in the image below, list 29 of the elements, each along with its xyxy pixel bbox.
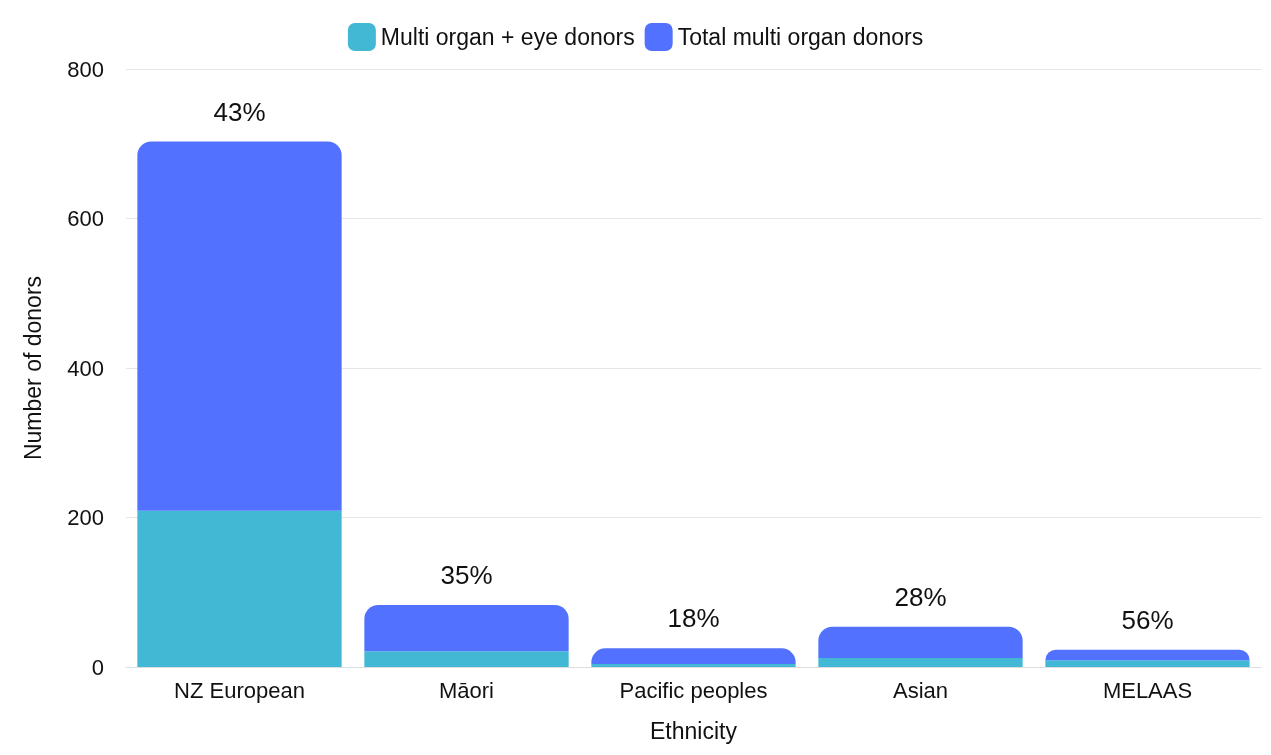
annotation: 43% — [213, 96, 266, 127]
bar — [364, 651, 569, 667]
y-tick-label: 200 — [67, 505, 104, 530]
y-tick-label: 0 — [91, 654, 104, 680]
bar — [1045, 649, 1250, 661]
annotation: 18% — [667, 603, 720, 634]
x-axis-title: Ethnicity — [650, 717, 738, 744]
bar — [591, 648, 796, 665]
annotation: 28% — [894, 581, 947, 612]
bar — [137, 141, 342, 511]
bar — [818, 626, 1023, 659]
x-tick-label: Pacific peoples — [619, 677, 768, 703]
bar — [364, 604, 569, 652]
x-tick-label: Māori — [438, 677, 495, 703]
y-tick-label: 800 — [67, 56, 104, 82]
bar — [137, 510, 342, 667]
legend-label: Total multi organ donors — [677, 24, 924, 50]
y-tick-label: 600 — [67, 206, 104, 231]
y-axis-title: Number of donors — [19, 275, 46, 461]
bar — [591, 664, 796, 667]
y-tick-label: 400 — [67, 355, 104, 381]
annotation: 35% — [440, 559, 493, 590]
annotation: 56% — [1121, 604, 1174, 635]
x-tick-label: NZ European — [174, 677, 305, 703]
x-tick-label: Asian — [892, 677, 949, 703]
bar — [1045, 660, 1250, 667]
legend-label: Multi organ + eye donors — [380, 24, 635, 50]
x-tick-label: MELAAS — [1102, 677, 1193, 703]
bar — [818, 658, 1023, 667]
